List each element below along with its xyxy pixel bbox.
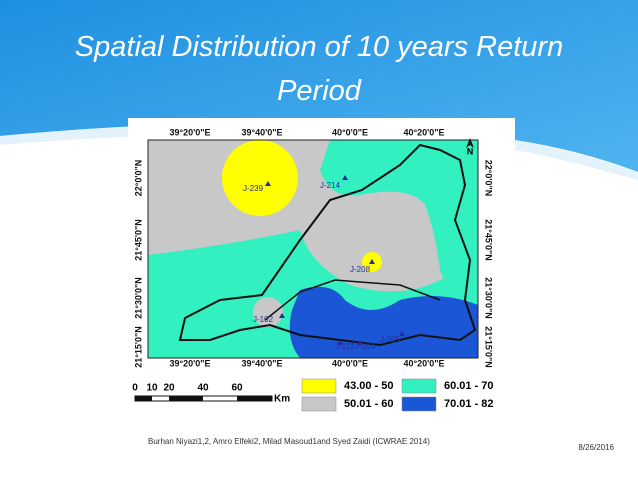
station-label: J-208 xyxy=(350,265,371,274)
scale-label: 0 xyxy=(132,383,138,394)
title: Spatial Distribution of 10 years Return xyxy=(75,31,563,63)
legend-swatch xyxy=(401,396,437,412)
lat-label: 21°45'0"N xyxy=(484,219,494,261)
zone-cyan xyxy=(320,140,478,300)
lat-label: 21°15'0"N xyxy=(133,326,143,368)
station-label: J-204 xyxy=(355,342,376,351)
scale-bar-segment xyxy=(135,396,152,401)
lon-label: 39°40'0"E xyxy=(241,127,282,137)
scale-label: 60 xyxy=(231,383,243,394)
date: 8/26/2016 xyxy=(578,443,614,452)
legend-label: 70.01 - 82 xyxy=(444,398,494,410)
lat-label: 22°0'0"N xyxy=(133,160,143,197)
station-marker xyxy=(342,175,348,180)
legend-label: 43.00 - 50 xyxy=(344,380,394,392)
station-label: J-113 xyxy=(335,342,355,351)
scale-label: 40 xyxy=(197,383,209,394)
lon-label: 39°20'0"E xyxy=(169,127,210,137)
station-label: J-214 xyxy=(320,181,341,190)
lon-label: 40°0'0"E xyxy=(332,127,368,137)
lon-label: 39°40'0"E xyxy=(241,358,282,368)
north-label: N xyxy=(467,146,474,156)
map xyxy=(147,138,479,359)
legend-swatch xyxy=(301,396,337,412)
lat-label: 21°45'0"N xyxy=(133,219,143,261)
legend-swatch xyxy=(401,378,437,394)
lon-label: 40°0'0"E xyxy=(332,358,368,368)
zone-gray xyxy=(253,297,283,327)
scale-label: 10 xyxy=(146,383,158,394)
north-arrow xyxy=(466,138,474,148)
scale-unit: Km xyxy=(274,394,290,405)
legend-swatch xyxy=(301,378,337,394)
lon-label: 39°20'0"E xyxy=(169,358,210,368)
station-label: J-102 xyxy=(253,315,274,324)
scale-bar-segment xyxy=(169,396,203,401)
lat-label: 21°30'0"N xyxy=(133,277,143,319)
footer: Burhan Niyazi1,2, Amro Elfeki2, Milad Ma… xyxy=(148,437,430,446)
station-marker xyxy=(357,340,363,345)
station-label: J-205 xyxy=(380,335,401,344)
zone-yellow xyxy=(222,140,298,216)
map-frame xyxy=(147,139,479,359)
station-marker xyxy=(369,259,375,264)
station-label: J-239 xyxy=(243,184,264,193)
lat-label: 21°15'0"N xyxy=(484,326,494,368)
sub-basin xyxy=(264,279,441,321)
scale-bar-segment xyxy=(237,396,272,401)
legend-label: 50.01 - 60 xyxy=(344,398,394,410)
station-marker xyxy=(265,181,271,186)
lat-label: 21°30'0"N xyxy=(484,277,494,319)
legend-label: 60.01 - 70 xyxy=(444,380,494,392)
watershed xyxy=(178,143,477,347)
lon-label: 40°20'0"E xyxy=(403,358,444,368)
station-marker xyxy=(337,340,343,345)
station-marker xyxy=(399,331,405,336)
lat-label: 22°0'0"N xyxy=(484,160,494,197)
station-marker xyxy=(279,313,285,318)
title: Period xyxy=(277,75,362,107)
lon-label: 40°20'0"E xyxy=(403,127,444,137)
scale-label: 20 xyxy=(163,383,175,394)
